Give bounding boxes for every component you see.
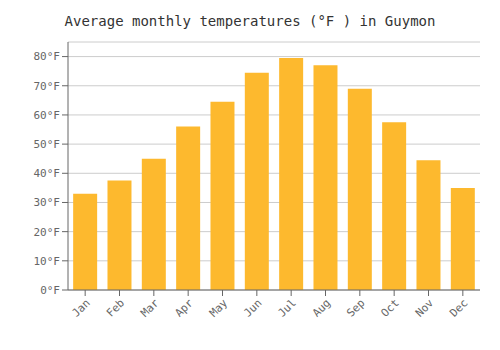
svg-text:40°F: 40°F [34,167,61,180]
svg-text:60°F: 60°F [34,109,61,122]
svg-text:Jul: Jul [276,296,299,319]
svg-text:May: May [207,296,231,320]
svg-text:Feb: Feb [104,296,127,319]
svg-text:Dec: Dec [447,296,470,319]
svg-text:80°F: 80°F [34,50,61,63]
svg-text:Jun: Jun [241,296,264,319]
html-text:Average monthly temperatures (: Average monthly temperatures (°F ) in Gu… [64,13,436,29]
svg-text:Nov: Nov [413,296,437,320]
svg-text:50°F: 50°F [34,138,61,151]
svg-text:0°F: 0°F [40,284,60,297]
svg-text:Aug: Aug [310,296,333,319]
svg-text:10°F: 10°F [34,255,61,268]
svg-text:70°F: 70°F [34,80,61,93]
svg-text:Sep: Sep [344,296,367,319]
svg-text:Jan: Jan [70,296,93,319]
svg-text:20°F: 20°F [34,226,61,239]
svg-text:30°F: 30°F [34,196,61,209]
svg-text:Oct: Oct [379,296,402,319]
svg-text:Mar: Mar [138,296,162,320]
svg-text:Apr: Apr [173,296,197,320]
